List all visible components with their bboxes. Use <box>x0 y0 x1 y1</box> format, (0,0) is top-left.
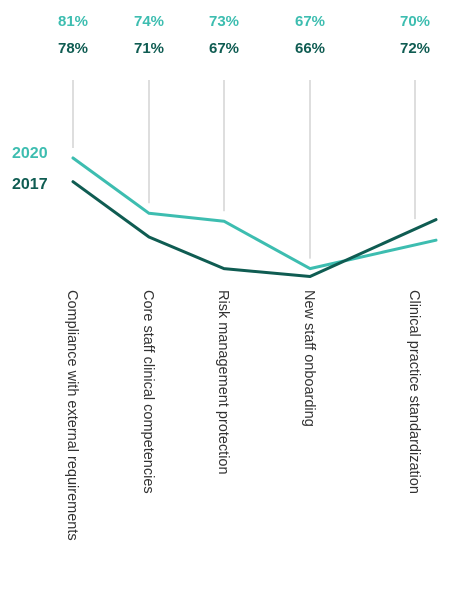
category-label: New staff onboarding <box>301 290 317 427</box>
value-labels: 81% 74% 73% 67% 70% 78% 71% 67% 66% 72% <box>58 13 430 57</box>
category-label: Risk management protection <box>215 290 231 475</box>
series-line-2020 <box>71 156 438 271</box>
value-label-2017: 66% <box>295 40 325 57</box>
value-label-2017: 78% <box>58 40 88 57</box>
value-label-2020: 74% <box>134 13 164 30</box>
value-label-2017: 67% <box>209 40 239 57</box>
category-labels: Compliance with external requirements Cor… <box>64 290 422 541</box>
series-name-2020: 2020 <box>12 145 48 162</box>
value-label-2017: 71% <box>134 40 164 57</box>
series-line-2017 <box>71 180 438 278</box>
value-label-2020: 81% <box>58 13 88 30</box>
value-label-2020: 73% <box>209 13 239 30</box>
category-label: Core staff clinical competencies <box>140 290 156 494</box>
series-name-2017: 2017 <box>12 176 48 193</box>
value-label-2020: 70% <box>400 13 430 30</box>
value-label-2020: 67% <box>295 13 325 30</box>
category-label: Clinical practice standardization <box>406 290 422 494</box>
series-labels: 2020 2017 <box>12 145 48 193</box>
series-lines <box>71 156 438 278</box>
category-label: Compliance with external requirements <box>64 290 80 541</box>
value-label-2017: 72% <box>400 40 430 57</box>
guide-lines <box>72 80 416 259</box>
